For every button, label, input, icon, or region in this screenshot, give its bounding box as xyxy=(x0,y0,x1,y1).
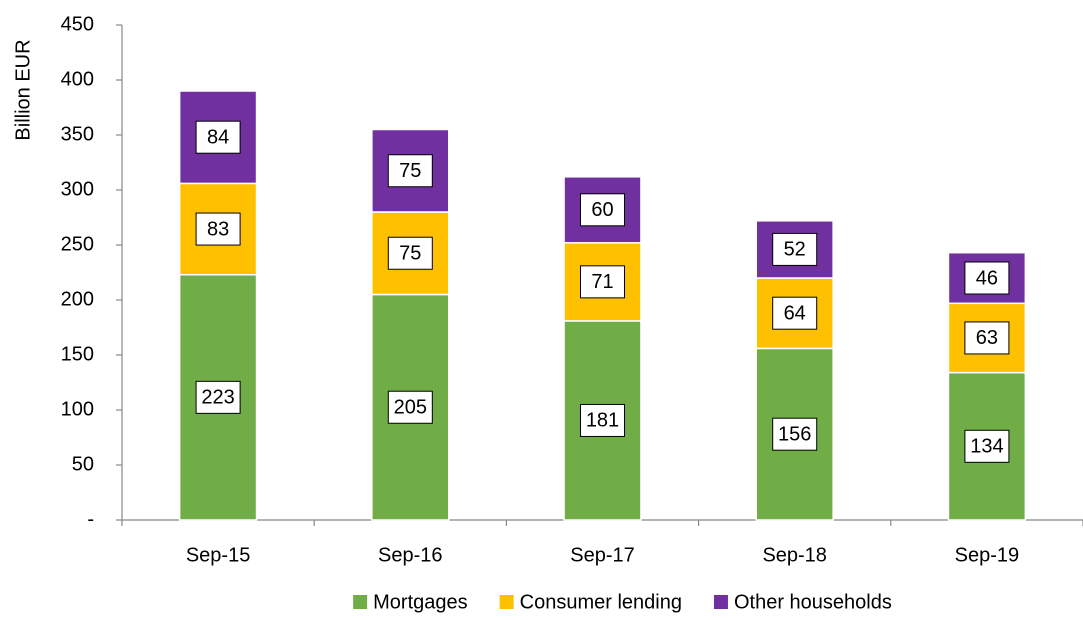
y-tick-label: 150 xyxy=(61,343,94,365)
data-label: 64 xyxy=(784,302,806,324)
data-label-box xyxy=(195,212,241,246)
y-tick-label: 300 xyxy=(61,178,94,200)
y-tick-label: 350 xyxy=(61,123,94,145)
data-label: 83 xyxy=(207,218,229,240)
data-label-box xyxy=(580,403,625,437)
data-label: 71 xyxy=(591,271,613,293)
y-tick-label: 200 xyxy=(61,288,94,310)
data-label-box xyxy=(964,429,1010,463)
y-tick-label: - xyxy=(87,508,94,530)
legend-swatch xyxy=(499,595,514,609)
x-tick-label: Sep-17 xyxy=(570,544,635,566)
data-label: 156 xyxy=(778,423,811,445)
data-label-box xyxy=(580,193,625,227)
data-label-box xyxy=(964,321,1010,355)
data-label-box xyxy=(772,417,818,451)
x-tick-label: Sep-15 xyxy=(186,544,251,566)
data-label-box xyxy=(195,120,241,154)
data-label-box xyxy=(772,232,818,266)
legend-label: Other households xyxy=(734,591,892,613)
data-label: 134 xyxy=(970,436,1003,458)
data-label: 52 xyxy=(784,239,806,261)
data-label-box xyxy=(387,390,433,424)
y-tick-label: 50 xyxy=(72,453,94,475)
data-label: 84 xyxy=(207,126,229,148)
data-label-box xyxy=(195,380,241,414)
bar-segment xyxy=(947,251,1027,305)
data-label-box xyxy=(387,154,433,188)
legend-swatch xyxy=(353,595,368,609)
data-label-box xyxy=(772,296,818,330)
data-label: 60 xyxy=(591,199,613,221)
y-tick-label: 400 xyxy=(61,68,94,90)
x-tick-label: Sep-16 xyxy=(378,544,443,566)
data-label: 63 xyxy=(976,327,998,349)
data-label: 223 xyxy=(201,387,234,409)
y-tick-label: 250 xyxy=(61,233,94,255)
data-label: 205 xyxy=(394,397,427,419)
data-label: 46 xyxy=(976,267,998,289)
legend-label: Consumer lending xyxy=(520,591,682,613)
legend: Mortgages Consumer lending Other household… xyxy=(353,591,892,613)
data-label: 75 xyxy=(399,243,421,265)
data-label-box xyxy=(580,265,625,299)
bar-segment xyxy=(563,320,642,521)
x-tick-label: Sep-19 xyxy=(955,544,1020,566)
legend-swatch xyxy=(713,595,728,609)
y-tick-label: 100 xyxy=(61,398,94,420)
y-tick-label: 450 xyxy=(61,13,94,35)
y-axis-label: Billion EUR xyxy=(12,39,34,140)
bar-segment xyxy=(371,211,450,296)
data-label: 75 xyxy=(399,160,421,182)
data-label: 181 xyxy=(586,410,619,432)
data-label-box xyxy=(964,261,1010,295)
legend-label: Mortgages xyxy=(373,591,468,613)
x-tick-label: Sep-18 xyxy=(762,544,827,566)
data-label-box xyxy=(387,236,433,270)
